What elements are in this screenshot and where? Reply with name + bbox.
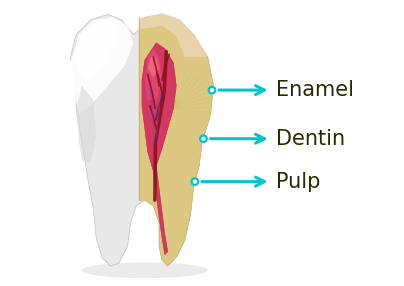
Polygon shape: [147, 57, 159, 77]
Polygon shape: [139, 14, 213, 266]
Circle shape: [202, 137, 205, 140]
Polygon shape: [162, 17, 202, 63]
Polygon shape: [139, 13, 208, 57]
Circle shape: [191, 178, 199, 185]
Polygon shape: [76, 20, 119, 80]
Polygon shape: [142, 43, 176, 255]
Circle shape: [200, 135, 207, 142]
Ellipse shape: [82, 263, 208, 278]
Polygon shape: [70, 17, 133, 114]
Polygon shape: [145, 49, 162, 100]
Circle shape: [210, 89, 213, 92]
Circle shape: [208, 86, 216, 94]
Polygon shape: [76, 86, 96, 163]
Text: Enamel: Enamel: [276, 80, 354, 100]
Text: Dentin: Dentin: [276, 129, 345, 149]
Text: Pulp: Pulp: [276, 172, 321, 192]
Circle shape: [194, 180, 196, 183]
Polygon shape: [70, 14, 213, 266]
